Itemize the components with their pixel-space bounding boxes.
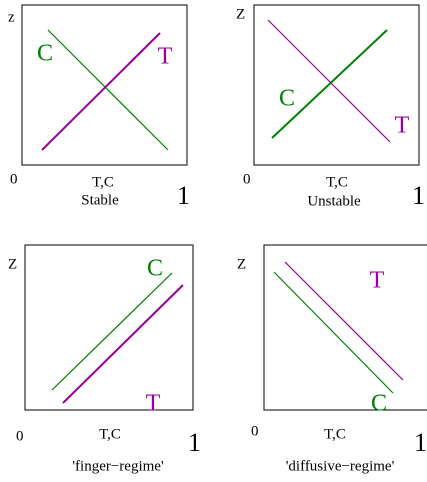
panel: Z 0 T,C 'finger−regime' 1 C T — [8, 244, 201, 474]
end-label: 1 — [177, 181, 190, 210]
c-label: C — [371, 391, 387, 417]
panel: z 0 T,C Stable 1 C T — [8, 4, 190, 210]
t-line — [41, 32, 161, 151]
c-label: C — [147, 256, 163, 282]
panel: Z 0 T,C Unstable 1 C T — [236, 4, 425, 210]
t-line — [62, 284, 184, 404]
axis-label: T,C — [324, 426, 346, 442]
panel-frame — [263, 244, 427, 411]
end-label: 1 — [414, 428, 427, 457]
caption: Stable — [81, 192, 119, 208]
t-line — [284, 261, 404, 381]
c-label: C — [279, 86, 295, 112]
z-label: z — [8, 9, 15, 25]
axis-label: T,C — [99, 426, 121, 442]
t-label: T — [146, 391, 161, 417]
caption: 'finger−regime' — [72, 458, 164, 474]
origin-label: 0 — [243, 171, 251, 187]
end-label: 1 — [188, 428, 201, 457]
caption: 'diffusive−regime' — [286, 458, 395, 474]
c-line — [47, 29, 169, 151]
end-label: 1 — [412, 181, 425, 210]
caption: Unstable — [307, 193, 361, 209]
t-label: T — [395, 113, 410, 139]
panel: Z 0 T,C 'diffusive−regime' 1 C T — [237, 244, 427, 474]
axis-label: T,C — [92, 174, 114, 190]
c-line — [273, 271, 394, 394]
origin-label: 0 — [10, 171, 18, 187]
origin-label: 0 — [251, 423, 259, 439]
t-line — [267, 19, 391, 143]
origin-label: 0 — [16, 428, 24, 444]
panel-frame — [24, 244, 194, 411]
panel-frame — [21, 4, 188, 166]
c-line — [271, 29, 388, 139]
z-label: Z — [237, 256, 246, 272]
axis-label: T,C — [326, 174, 348, 190]
c-line — [51, 272, 173, 391]
t-label: T — [158, 44, 173, 70]
panel-frame — [253, 4, 420, 166]
z-label: Z — [236, 6, 245, 22]
t-label: T — [370, 268, 385, 294]
c-label: C — [37, 41, 53, 67]
z-label: Z — [8, 256, 17, 272]
